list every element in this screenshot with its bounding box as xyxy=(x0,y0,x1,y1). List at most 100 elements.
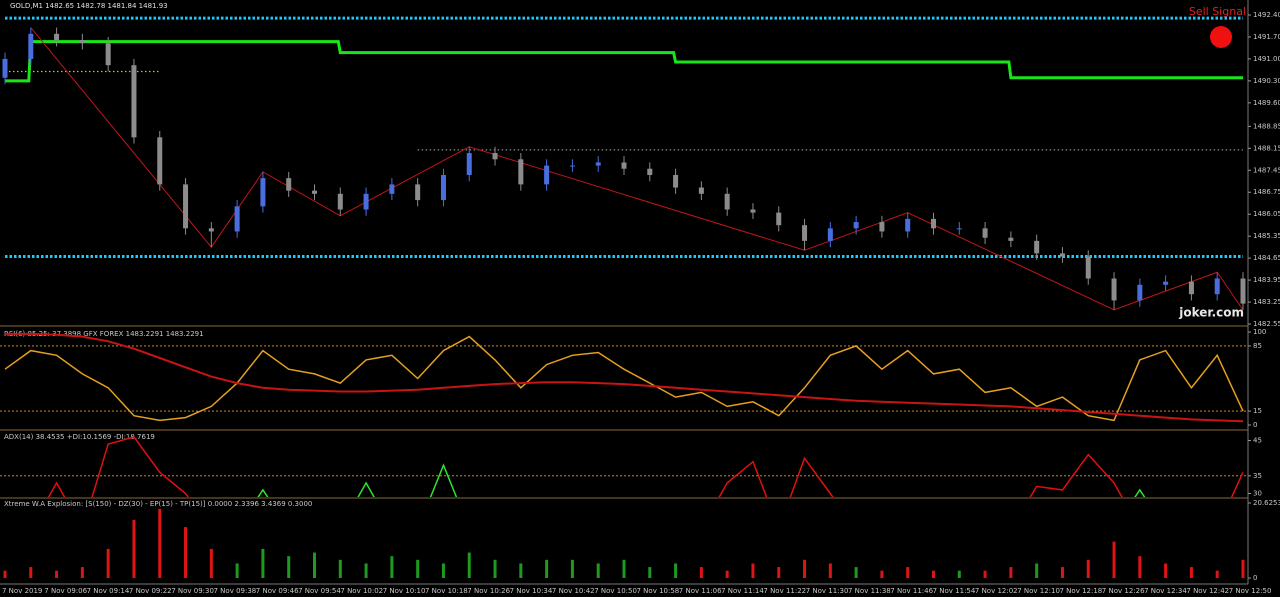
y-tick-label: 1482.55 xyxy=(1253,320,1280,328)
y-tick-label: 1491.00 xyxy=(1253,55,1280,63)
y-tick-label: 30 xyxy=(1253,489,1262,497)
clip-group xyxy=(47,436,1244,497)
candle-body xyxy=(492,153,498,160)
candle-body xyxy=(105,43,111,66)
histogram-bar xyxy=(1164,563,1168,578)
time-label: 7 Nov 12:34 xyxy=(1144,587,1187,595)
time-label: 7 Nov 11:38 xyxy=(848,587,891,595)
histogram-bar xyxy=(957,570,961,578)
watermark: joker.com xyxy=(1178,306,1244,320)
y-tick-label: 1490.30 xyxy=(1253,77,1280,85)
histogram-bar xyxy=(287,556,291,578)
time-label: 7 Nov 11:30 xyxy=(806,587,849,595)
time-label: 7 Nov 10:50 xyxy=(594,587,637,595)
histogram-bar xyxy=(313,552,316,578)
histogram-bar xyxy=(803,559,807,578)
candle-body xyxy=(931,218,936,229)
time-label: 7 Nov 11:06 xyxy=(679,587,722,595)
histogram-bar xyxy=(880,570,884,578)
candle-body xyxy=(1137,284,1143,301)
time-label: 7 Nov 10:42 xyxy=(552,587,595,595)
histogram-bar xyxy=(906,567,910,578)
candle-body xyxy=(595,162,601,166)
time-label: 7 Nov 12:02 xyxy=(975,587,1018,595)
time-label: 7 Nov 09:38 xyxy=(214,587,257,595)
candle-body xyxy=(698,187,704,194)
histogram-bar xyxy=(1112,541,1116,578)
candle-body xyxy=(518,159,524,185)
histogram-bar xyxy=(648,567,652,578)
histogram-bar xyxy=(596,563,600,578)
candle-body xyxy=(183,184,189,229)
histogram-bar xyxy=(132,519,136,578)
time-label: 7 Nov 09:54 xyxy=(298,587,341,595)
histogram-bar xyxy=(235,563,239,578)
time-label: 7 Nov 11:22 xyxy=(763,587,806,595)
candle-body xyxy=(647,168,653,175)
candle-body xyxy=(440,174,446,201)
histogram-bar xyxy=(1189,567,1193,578)
candle-body xyxy=(28,33,34,59)
histogram-bar xyxy=(493,559,497,578)
time-label: 7 Nov 09:30 xyxy=(171,587,214,595)
time-label: 7 Nov 2019 xyxy=(2,587,42,595)
histogram-bar xyxy=(828,563,832,578)
histogram-bar xyxy=(983,570,987,578)
time-label: 7 Nov 11:46 xyxy=(890,587,933,595)
histogram-bar xyxy=(1086,559,1090,578)
time-label: 7 Nov 10:02 xyxy=(340,587,383,595)
histogram-bar xyxy=(751,563,755,578)
candle-body xyxy=(131,65,137,138)
time-label: 7 Nov 10:18 xyxy=(425,587,468,595)
signal-dot xyxy=(1210,26,1232,48)
y-tick-label: 1488.15 xyxy=(1253,144,1280,152)
candle-body xyxy=(157,137,163,185)
histogram-bar xyxy=(932,570,935,578)
candle-body xyxy=(750,209,756,213)
candle-body xyxy=(54,33,60,41)
candle-body xyxy=(260,178,266,207)
histogram-bar xyxy=(364,563,368,578)
trend-line xyxy=(5,40,1243,83)
histogram-bar xyxy=(467,552,471,578)
candle-body xyxy=(802,225,808,241)
candle-body xyxy=(853,222,859,229)
histogram-bar xyxy=(3,570,7,578)
candle-body xyxy=(1111,278,1117,301)
time-label: 7 Nov 12:10 xyxy=(1017,587,1060,595)
candle-body xyxy=(621,162,627,169)
y-tick-label: 100 xyxy=(1253,328,1266,336)
candle-body xyxy=(1240,278,1246,304)
candle-body xyxy=(1214,278,1220,295)
histogram-bar xyxy=(699,567,703,578)
time-label: 7 Nov 11:54 xyxy=(933,587,976,595)
candle-body xyxy=(827,228,833,241)
histogram-bar xyxy=(55,570,59,578)
histogram-bar xyxy=(1035,563,1039,578)
panel-title: RSI(6) 85.25: 37.3898 GFX FOREX 1483.229… xyxy=(4,330,204,338)
histogram-bar xyxy=(80,567,84,578)
candle-body xyxy=(1059,253,1065,257)
y-tick-label: 0 xyxy=(1253,421,1257,429)
time-label: 7 Nov 09:22 xyxy=(129,587,172,595)
candle-body xyxy=(415,184,421,201)
histogram-bar xyxy=(519,563,523,578)
indicator-line xyxy=(4,335,1244,422)
histogram-bar xyxy=(1009,567,1013,578)
candle-body xyxy=(234,206,240,232)
candle-body xyxy=(312,190,317,194)
panel-title: ADX(14) 38.4535 +DI:10.1569 -DI:18.7619 xyxy=(4,433,155,441)
candle-body xyxy=(1163,281,1169,285)
time-label: 7 Nov 09:06 xyxy=(44,587,87,595)
candle-body xyxy=(337,193,343,210)
candle-body xyxy=(79,40,85,44)
y-tick-label: 1486.75 xyxy=(1253,188,1280,196)
candle-body xyxy=(466,153,472,175)
y-tick-label: 1483.25 xyxy=(1253,298,1280,306)
histogram-bar xyxy=(1215,570,1219,578)
y-tick-label: 35 xyxy=(1253,472,1262,480)
time-label: 7 Nov 09:46 xyxy=(256,587,299,595)
y-tick-label: 1492.40 xyxy=(1253,11,1280,19)
candle-body xyxy=(879,222,885,232)
